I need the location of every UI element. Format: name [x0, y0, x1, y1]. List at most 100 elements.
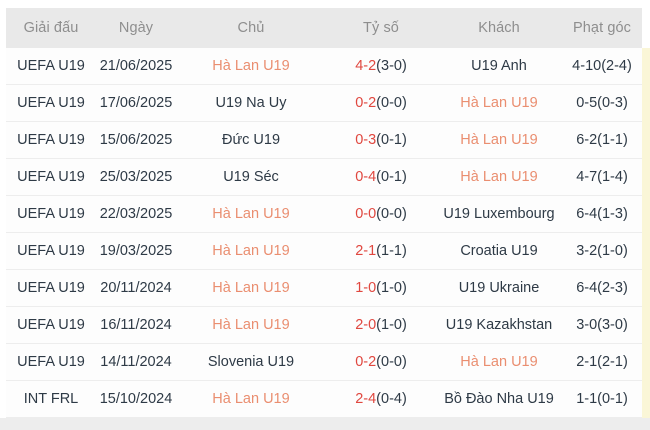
corners-value: 4-7(1-4): [576, 169, 628, 185]
home-team-cell: Hà Lan U19: [176, 195, 326, 233]
fulltime-score: 0-2: [355, 354, 377, 370]
away-team-name: Hà Lan U19: [460, 132, 538, 148]
score-value: 2-1(1-1): [355, 243, 407, 259]
league-cell: UEFA U19: [6, 232, 96, 270]
score-cell: 0-3(0-1): [326, 121, 436, 159]
date-label: 20/11/2024: [100, 280, 172, 296]
away-team-cell: Bồ Đào Nha U19: [436, 380, 562, 418]
date-cell: 14/11/2024: [96, 343, 176, 381]
corners-value: 6-2(1-1): [576, 132, 628, 148]
fulltime-score: 0-0: [355, 206, 377, 222]
away-team-cell: U19 Ukraine: [436, 269, 562, 307]
away-team-cell: Hà Lan U19: [436, 158, 562, 196]
corners-cell: 4-10(2-4): [562, 48, 642, 85]
corners-value: 1-1(0-1): [576, 391, 628, 407]
home-team-name: Hà Lan U19: [212, 58, 290, 74]
score-cell: 4-2(3-0): [326, 48, 436, 85]
date-label: 22/03/2025: [99, 206, 173, 222]
home-team-cell: U19 Séc: [176, 158, 326, 196]
away-team-name: U19 Anh: [471, 58, 527, 74]
halftime-score: (0-1): [376, 169, 407, 185]
score-cell: 0-2(0-0): [326, 84, 436, 122]
home-team-cell: Hà Lan U19: [176, 269, 326, 307]
col-header-corners: Phạt góc: [562, 8, 642, 48]
date-cell: 15/10/2024: [96, 380, 176, 418]
date-label: 21/06/2025: [99, 58, 173, 74]
corners-value: 6-4(2-3): [576, 280, 628, 296]
score-cell: 1-0(1-0): [326, 269, 436, 307]
date-cell: 16/11/2024: [96, 306, 176, 344]
away-team-name: Croatia U19: [460, 243, 538, 259]
col-header-date: Ngày: [96, 8, 176, 48]
table-row: UEFA U19 14/11/2024 Slovenia U19 0-2(0-0) Hà…: [6, 343, 642, 381]
table-row: UEFA U19 16/11/2024 Hà Lan U19 2-0(1-0) U19 …: [6, 306, 642, 344]
away-team-name: Hà Lan U19: [460, 95, 538, 111]
league-label: UEFA U19: [17, 280, 85, 296]
league-label: UEFA U19: [17, 132, 85, 148]
score-value: 0-4(0-1): [355, 169, 407, 185]
halftime-score: (1-1): [376, 243, 407, 259]
date-cell: 20/11/2024: [96, 269, 176, 307]
corners-value: 0-5(0-3): [576, 95, 628, 111]
score-cell: 0-2(0-0): [326, 343, 436, 381]
date-cell: 22/03/2025: [96, 195, 176, 233]
away-team-name: Hà Lan U19: [460, 169, 538, 185]
away-team-cell: Hà Lan U19: [436, 121, 562, 159]
corners-cell: 1-1(0-1): [562, 380, 642, 418]
away-team-cell: U19 Anh: [436, 48, 562, 85]
halftime-score: (0-0): [376, 95, 407, 111]
home-team-name: Hà Lan U19: [212, 280, 290, 296]
table-row: UEFA U19 21/06/2025 Hà Lan U19 4-2(3-0) U19 …: [6, 48, 642, 85]
corners-cell: 6-4(2-3): [562, 269, 642, 307]
league-cell: UEFA U19: [6, 121, 96, 159]
home-team-cell: Hà Lan U19: [176, 48, 326, 85]
table-row: UEFA U19 20/11/2024 Hà Lan U19 1-0(1-0) U19 …: [6, 269, 642, 307]
col-header-home: Chủ: [176, 8, 326, 48]
table-row: UEFA U19 15/06/2025 Đức U19 0-3(0-1) Hà Lan …: [6, 121, 642, 159]
away-team-name: U19 Ukraine: [458, 280, 540, 296]
score-cell: 2-4(0-4): [326, 380, 436, 418]
date-label: 19/03/2025: [99, 243, 173, 259]
table-row: UEFA U19 25/03/2025 U19 Séc 0-4(0-1) Hà Lan …: [6, 158, 642, 196]
corners-cell: 6-2(1-1): [562, 121, 642, 159]
corners-value: 4-10(2-4): [572, 58, 632, 74]
halftime-score: (0-4): [376, 391, 407, 407]
corners-value: 3-2(1-0): [576, 243, 628, 259]
league-label: UEFA U19: [17, 243, 85, 259]
table-row: INT FRL 15/10/2024 Hà Lan U19 2-4(0-4) Bồ Đà…: [6, 380, 642, 418]
score-cell: 2-0(1-0): [326, 306, 436, 344]
home-team-cell: Hà Lan U19: [176, 306, 326, 344]
score-value: 0-0(0-0): [355, 206, 407, 222]
league-cell: UEFA U19: [6, 306, 96, 344]
away-team-name: Bồ Đào Nha U19: [444, 391, 554, 407]
fulltime-score: 0-4: [355, 169, 377, 185]
date-label: 17/06/2025: [99, 95, 173, 111]
corners-cell: 4-7(1-4): [562, 158, 642, 196]
score-value: 2-0(1-0): [355, 317, 407, 333]
score-value: 0-2(0-0): [355, 95, 407, 111]
fulltime-score: 0-2: [355, 95, 377, 111]
bottom-strip: [0, 418, 650, 430]
score-cell: 0-4(0-1): [326, 158, 436, 196]
right-strip: [642, 48, 650, 418]
date-cell: 17/06/2025: [96, 84, 176, 122]
date-cell: 25/03/2025: [96, 158, 176, 196]
table-header-row: Giải đấu Ngày Chủ Tỷ số Khách Phạt góc: [6, 8, 642, 48]
league-cell: UEFA U19: [6, 343, 96, 381]
home-team-name: Hà Lan U19: [212, 317, 290, 333]
away-team-cell: Hà Lan U19: [436, 343, 562, 381]
league-cell: UEFA U19: [6, 84, 96, 122]
league-cell: UEFA U19: [6, 158, 96, 196]
home-team-cell: Đức U19: [176, 121, 326, 159]
corners-cell: 0-5(0-3): [562, 84, 642, 122]
fulltime-score: 4-2: [355, 58, 377, 74]
col-header-score: Tỷ số: [326, 8, 436, 48]
date-label: 25/03/2025: [99, 169, 173, 185]
score-cell: 2-1(1-1): [326, 232, 436, 270]
league-label: UEFA U19: [17, 169, 85, 185]
date-label: 15/06/2025: [99, 132, 173, 148]
date-label: 15/10/2024: [99, 391, 173, 407]
date-cell: 21/06/2025: [96, 48, 176, 85]
corners-value: 3-0(3-0): [576, 317, 628, 333]
score-cell: 0-0(0-0): [326, 195, 436, 233]
